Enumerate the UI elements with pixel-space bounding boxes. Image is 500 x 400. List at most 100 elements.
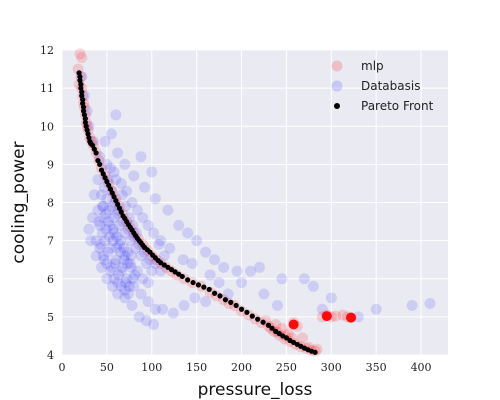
databasis-point: [104, 219, 116, 231]
databasis-point: [173, 219, 185, 231]
databasis-point: [186, 258, 198, 269]
databasis-point: [139, 181, 151, 193]
pareto-front-point: [93, 150, 99, 156]
databasis-point: [112, 147, 124, 159]
databasis-point: [204, 269, 216, 281]
databasis-point: [100, 223, 112, 235]
pareto-front-point: [312, 349, 318, 355]
x-tick-label: 200: [231, 361, 252, 374]
databasis-point: [116, 189, 128, 201]
mlp-point: [346, 312, 357, 323]
databasis-point: [105, 261, 117, 273]
databasis-point: [118, 242, 130, 254]
databasis-point: [121, 273, 133, 285]
y-axis-ticks: 4 5 6 7 8 9 10 11 12: [40, 44, 54, 362]
databasis-point: [106, 280, 118, 292]
databasis-point: [128, 280, 140, 292]
databasis-point: [94, 219, 106, 231]
y-tick-label: 6: [47, 273, 54, 286]
databasis-point: [121, 185, 133, 197]
databasis-point: [298, 273, 310, 285]
databasis-point: [148, 227, 160, 239]
databasis-point: [96, 200, 108, 212]
databasis-point: [106, 200, 118, 212]
databasis-point: [114, 246, 126, 258]
pareto-front-point: [206, 286, 212, 293]
databasis-point: [119, 227, 131, 239]
databasis-point: [92, 204, 104, 216]
databasis-point: [118, 254, 130, 266]
x-tick-label: 250: [276, 361, 297, 374]
databasis-point: [104, 242, 116, 254]
databasis-point: [125, 250, 137, 262]
y-tick-label: 9: [47, 158, 54, 171]
databasis-point: [122, 246, 134, 258]
databasis-point: [119, 158, 131, 170]
databasis-point: [155, 265, 167, 277]
y-tick-label: 5: [47, 311, 54, 324]
databasis-point: [131, 265, 143, 277]
databasis-point: [99, 235, 111, 247]
databasis-point: [178, 299, 190, 311]
databasis-point: [108, 212, 120, 224]
databasis-point: [191, 235, 203, 247]
databasis-point: [236, 277, 248, 289]
grid-lines: [61, 49, 448, 356]
x-tick-label: 50: [100, 361, 114, 374]
pareto-front-point: [80, 96, 86, 103]
x-tick-label: 0: [59, 361, 66, 374]
y-axis-label: cooling_power: [9, 141, 29, 263]
databasis-point: [142, 277, 154, 289]
databasis-point: [113, 219, 125, 231]
databasis-point: [424, 298, 436, 310]
legend-marker-pareto-front: [334, 103, 340, 109]
databasis-point: [112, 288, 124, 300]
pareto-front-point: [265, 322, 272, 328]
databasis-point: [99, 136, 111, 147]
pareto-front-point: [269, 325, 275, 331]
databasis-point: [325, 292, 337, 304]
databasis-point: [115, 280, 127, 292]
databasis-point: [108, 166, 120, 178]
databasis-point: [370, 303, 382, 315]
databasis-point: [182, 227, 194, 239]
databasis-point: [104, 231, 116, 243]
databasis-point: [108, 273, 120, 285]
databasis-point: [140, 315, 152, 327]
x-tick-label: 300: [321, 361, 342, 374]
databasis-point: [116, 261, 128, 273]
databasis-point: [85, 235, 97, 247]
databasis-point: [200, 246, 212, 258]
databasis-point: [276, 273, 288, 285]
pareto-front-point: [244, 309, 250, 315]
y-tick-label: 11: [40, 82, 54, 95]
databasis-point: [222, 288, 234, 300]
pareto-front-point: [79, 89, 85, 95]
mlp-point: [330, 310, 342, 322]
pareto-front-point: [185, 277, 191, 283]
databasis-point: [110, 174, 122, 186]
databasis-point: [133, 311, 145, 323]
pareto-front-point: [77, 74, 83, 80]
databasis-point: [137, 273, 149, 285]
databasis-point: [124, 258, 136, 269]
databasis-point: [97, 250, 109, 262]
pareto-front-point: [222, 297, 228, 303]
databasis-point: [122, 258, 134, 269]
pareto-front-point: [195, 282, 202, 288]
databasis-point: [97, 212, 109, 224]
databasis-point: [149, 303, 161, 315]
databasis-point: [110, 254, 122, 266]
databasis-point: [406, 299, 418, 311]
databasis-point: [124, 235, 136, 247]
databasis-point: [104, 265, 116, 277]
databasis-point: [127, 273, 139, 285]
mlp-point: [321, 311, 332, 322]
databasis-point: [87, 212, 99, 224]
databasis-point: [129, 269, 141, 281]
databasis-point: [245, 265, 257, 277]
data-points: [72, 48, 436, 357]
pareto-front-point: [260, 319, 266, 325]
databasis-point: [148, 319, 160, 330]
pareto-front-point: [97, 161, 103, 167]
